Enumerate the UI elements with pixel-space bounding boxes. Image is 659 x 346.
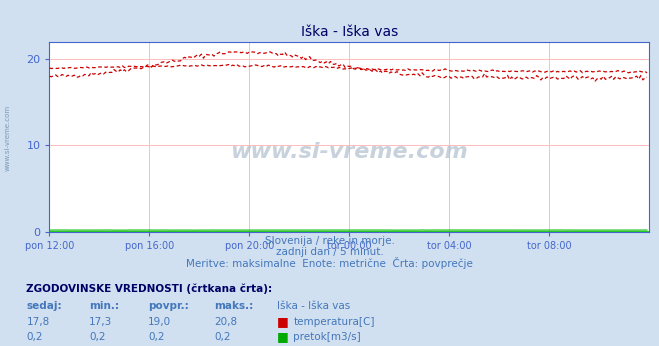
Text: 20,8: 20,8: [214, 317, 237, 327]
Text: 0,2: 0,2: [89, 332, 105, 342]
Text: Iška - Iška vas: Iška - Iška vas: [277, 301, 350, 311]
Text: zadnji dan / 5 minut.: zadnji dan / 5 minut.: [275, 247, 384, 257]
Text: www.si-vreme.com: www.si-vreme.com: [231, 142, 468, 162]
Text: temperatura[C]: temperatura[C]: [293, 317, 375, 327]
Text: 17,8: 17,8: [26, 317, 49, 327]
Text: ZGODOVINSKE VREDNOSTI (črtkana črta):: ZGODOVINSKE VREDNOSTI (črtkana črta):: [26, 284, 272, 294]
Text: www.si-vreme.com: www.si-vreme.com: [5, 105, 11, 172]
Text: povpr.:: povpr.:: [148, 301, 189, 311]
Text: Meritve: maksimalne  Enote: metrične  Črta: povprečje: Meritve: maksimalne Enote: metrične Črta…: [186, 257, 473, 269]
Text: min.:: min.:: [89, 301, 119, 311]
Text: maks.:: maks.:: [214, 301, 254, 311]
Text: pretok[m3/s]: pretok[m3/s]: [293, 332, 361, 342]
Text: ■: ■: [277, 315, 289, 328]
Title: Iška - Iška vas: Iška - Iška vas: [301, 25, 398, 39]
Text: ■: ■: [277, 330, 289, 343]
Text: 0,2: 0,2: [148, 332, 165, 342]
Text: 19,0: 19,0: [148, 317, 171, 327]
Text: Slovenija / reke in morje.: Slovenija / reke in morje.: [264, 236, 395, 246]
Text: 0,2: 0,2: [26, 332, 43, 342]
Text: sedaj:: sedaj:: [26, 301, 62, 311]
Text: 0,2: 0,2: [214, 332, 231, 342]
Text: 17,3: 17,3: [89, 317, 112, 327]
